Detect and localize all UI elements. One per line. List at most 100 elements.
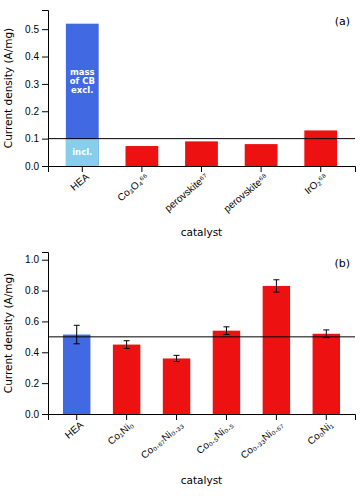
panel: 0.00.20.40.60.81.0HEACo₁Ni₀Co₀.₆₇Ni₀.₃₃C… [2,253,356,487]
bar [125,146,158,166]
x-tick: Co₀Ni₁ [305,414,335,447]
title: (b) [334,257,350,270]
error-bar-cap [323,337,329,338]
y-tick-label: 1.0 [25,254,39,265]
y-tick-label: 0.4 [25,51,39,62]
y-tick: 0.3 [25,79,48,90]
y-tick-mark [42,57,48,58]
x-axis-title: catalyst [181,474,222,486]
y-tick-mark [42,291,48,292]
error-bar-cap [74,325,80,326]
y-axis: 0.0 0.2 0.4 0.6 0.8 1.0 [25,253,48,420]
error-bar-cap [124,340,130,341]
y-tick-mark [42,139,48,140]
y-tick-mark [42,383,48,384]
bar [263,286,290,414]
annotation-line: excl. [71,85,93,95]
y-tick: 1.0 [25,254,48,265]
error-bar-stem [226,327,227,335]
error-bar-cap [74,343,80,344]
x-tick: IrO₂⁶⁸ [302,166,329,196]
plot-area [48,24,355,166]
y-tick: 0.0 [25,161,48,172]
y-tick-label: 0.3 [25,79,39,90]
error-bar [273,280,279,292]
x-tick-label: Co₀Ni₁ [305,419,335,447]
annotation: massof CBexcl. [70,67,95,96]
bar [313,334,340,414]
y-tick-label: 0.5 [25,24,39,35]
x-tick-label: HEA [68,171,91,193]
x-tick: Co₀.₆₇Ni₀.₃₃ [139,414,186,461]
overlay-bar [66,139,99,166]
error-bar-cap [323,329,329,330]
error-bar-cap [124,348,130,349]
y-tick-label: 0.4 [25,347,39,358]
bar [66,24,99,166]
x-tick: Co₀.₃₃Ni₀.₆₇ [238,414,285,461]
title: (a) [335,15,350,28]
bar [245,144,278,166]
y-axis-title: Current density (A/mg) [2,28,14,148]
y-axis: 0.0 0.1 0.2 0.3 0.4 0.5 [25,11,48,172]
y-tick: 0.2 [25,378,48,389]
y-tick-mark [42,84,48,85]
panel: 0.0 0.1 0.2 0.3 0.4 0.5 HEA Co₃O₄⁶⁶ perovskite⁶⁷… [2,11,356,239]
y-tick: 0.0 [25,409,48,420]
y-axis-line [42,11,49,167]
error-bar [124,341,130,349]
bar [213,331,240,414]
x-tick: HEA [68,166,91,193]
error-bar [223,327,229,335]
y-tick-mark [42,166,48,167]
error-bar-cap [273,292,279,293]
x-tick: Co₁Ni₀ [106,414,136,447]
x-axis-title: catalyst [181,226,222,238]
error-bar-stem [126,341,127,349]
bar [163,358,190,414]
y-tick: 0.4 [25,347,48,358]
x-axis: HEA Co₃O₄⁶⁶ perovskite⁶⁷ perovskite⁶⁸ IrO₂⁶⁸ [49,166,356,214]
y-tick-label: 0.6 [25,316,39,327]
y-tick-mark [42,111,48,112]
error-bar-cap [174,355,180,356]
x-tick-label: Co₀.₆₇Ni₀.₃₃ [139,419,186,461]
y-tick-label: 0.2 [25,378,39,389]
reference-line [48,336,355,337]
y-tick-mark [42,414,48,415]
annotation: incl. [72,147,92,157]
y-tick-label: 0.2 [25,106,39,117]
x-tick-label: Co₀.₃₃Ni₀.₆₇ [238,419,285,461]
x-tick-label: perovskite⁶⁸ [221,171,269,214]
x-tick-label: Co₀.₅Ni₀.₅ [194,419,235,456]
y-tick-label: 0.1 [25,133,39,144]
error-bar-stem [276,280,277,292]
y-tick: 0.4 [25,51,48,62]
x-tick: HEA [63,414,86,441]
bar [185,141,218,166]
y-tick-mark [42,260,48,261]
y-tick-mark [42,321,48,322]
y-tick-label: 0.0 [25,409,39,420]
x-tick-label: IrO₂⁶⁸ [302,171,329,196]
error-bar-cap [273,279,279,280]
reference-line [48,138,355,139]
error-bar [174,355,180,361]
x-tick: Co₀.₅Ni₀.₅ [194,414,235,456]
x-tick: perovskite⁶⁷ [162,166,210,214]
y-tick: 0.5 [25,24,48,35]
y-tick: 0.8 [25,285,48,296]
error-bar-cap [223,326,229,327]
error-bar-stem [326,330,327,338]
x-axis-line [49,415,356,421]
error-bar-stem [76,325,77,344]
x-tick: Co₃O₄⁶⁶ [115,166,150,203]
error-bar-cap [174,361,180,362]
bar [63,335,90,414]
y-tick-label: 0.8 [25,285,39,296]
y-tick: 0.2 [25,106,48,117]
y-tick-label: 0.0 [25,161,39,172]
bar [304,130,337,166]
x-tick-label: HEA [63,419,86,441]
x-tick-label: Co₁Ni₀ [106,419,136,447]
